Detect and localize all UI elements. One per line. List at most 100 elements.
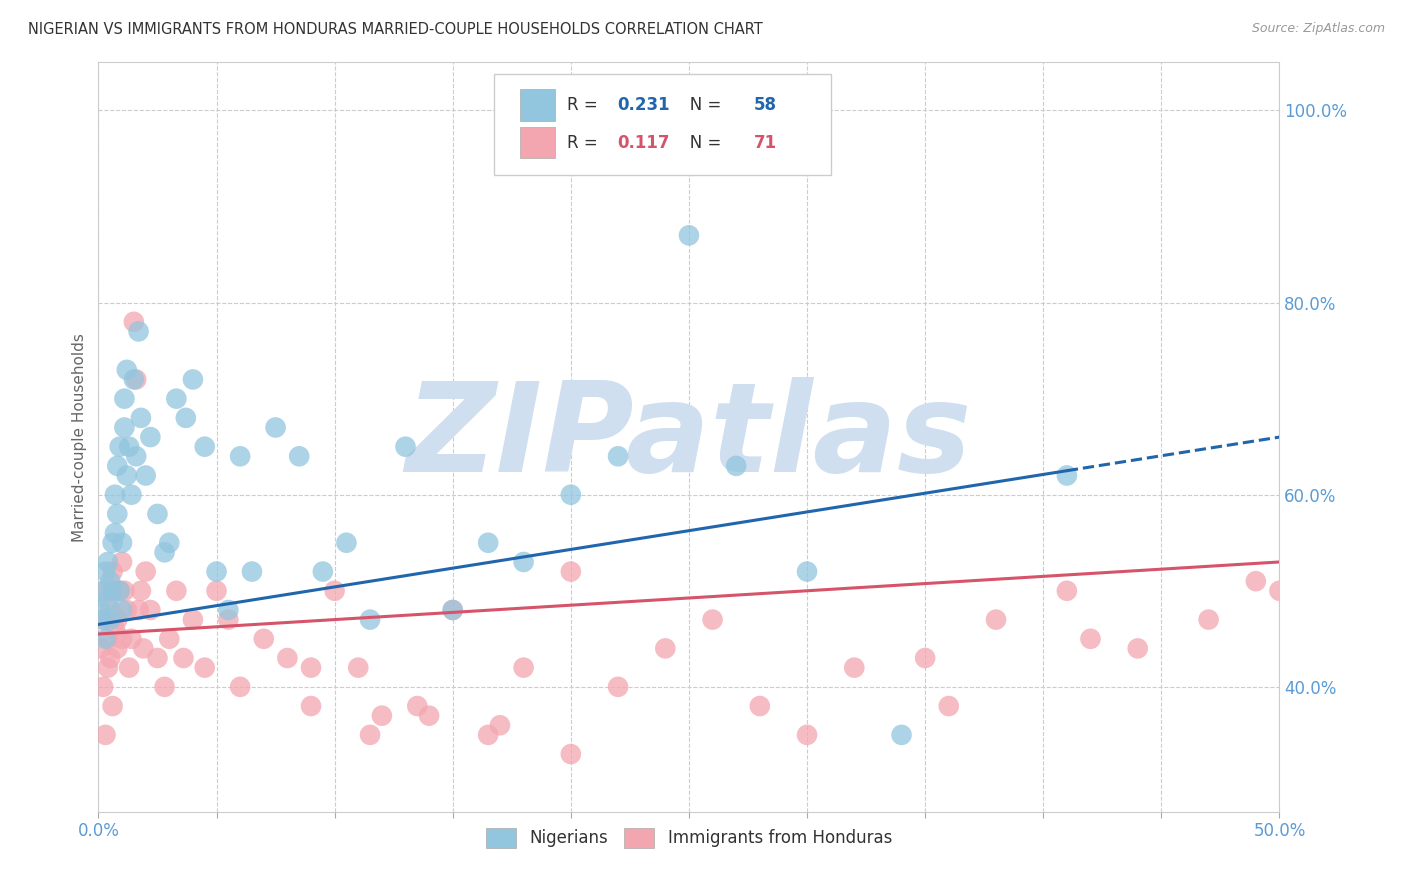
FancyBboxPatch shape	[494, 74, 831, 175]
Text: R =: R =	[567, 134, 603, 152]
Point	[112, 392, 135, 406]
Point	[371, 708, 394, 723]
Point	[111, 603, 134, 617]
Point	[165, 583, 187, 598]
Point	[914, 651, 936, 665]
Point	[1244, 574, 1267, 589]
Point	[125, 372, 148, 386]
Point	[796, 565, 818, 579]
Point	[607, 680, 630, 694]
Point	[115, 363, 138, 377]
Point	[94, 583, 117, 598]
Point	[135, 565, 157, 579]
Point	[94, 728, 117, 742]
Point	[118, 440, 141, 454]
Point	[748, 699, 770, 714]
Point	[654, 641, 676, 656]
Point	[323, 583, 346, 598]
Point	[359, 613, 381, 627]
Text: 58: 58	[754, 96, 778, 114]
Point	[276, 651, 298, 665]
Point	[97, 555, 120, 569]
Point	[394, 440, 416, 454]
Text: 71: 71	[754, 134, 778, 152]
Point	[194, 440, 217, 454]
Point	[98, 613, 121, 627]
Point	[194, 660, 217, 674]
Point	[91, 680, 114, 694]
Point	[406, 699, 429, 714]
Text: N =: N =	[673, 96, 727, 114]
Text: Source: ZipAtlas.com: Source: ZipAtlas.com	[1251, 22, 1385, 36]
Point	[122, 315, 145, 329]
Point	[1056, 583, 1078, 598]
Point	[94, 565, 117, 579]
Point	[118, 660, 141, 674]
Point	[97, 660, 120, 674]
Point	[105, 458, 128, 473]
Point	[489, 718, 512, 732]
Y-axis label: Married-couple Households: Married-couple Households	[72, 333, 87, 541]
Point	[111, 535, 134, 549]
Point	[139, 430, 162, 444]
Point	[105, 613, 128, 627]
Point	[264, 420, 287, 434]
Point	[91, 613, 114, 627]
Point	[984, 613, 1007, 627]
Point	[205, 565, 228, 579]
Point	[97, 593, 120, 607]
Text: 0.117: 0.117	[617, 134, 669, 152]
Point	[512, 660, 534, 674]
Point	[312, 565, 335, 579]
Point	[115, 468, 138, 483]
Point	[129, 410, 152, 425]
Point	[105, 641, 128, 656]
Point	[253, 632, 276, 646]
Point	[512, 555, 534, 569]
Point	[101, 583, 124, 598]
Point	[98, 651, 121, 665]
Point	[139, 603, 162, 617]
Point	[111, 555, 134, 569]
Point	[153, 545, 176, 559]
Point	[1198, 613, 1220, 627]
Point	[104, 583, 127, 598]
Point	[205, 583, 228, 598]
FancyBboxPatch shape	[520, 89, 555, 121]
Point	[560, 565, 582, 579]
Point	[132, 641, 155, 656]
Point	[104, 488, 127, 502]
Point	[560, 488, 582, 502]
Point	[108, 583, 131, 598]
Text: NIGERIAN VS IMMIGRANTS FROM HONDURAS MARRIED-COUPLE HOUSEHOLDS CORRELATION CHART: NIGERIAN VS IMMIGRANTS FROM HONDURAS MAR…	[28, 22, 763, 37]
Point	[153, 680, 176, 694]
Point	[418, 708, 440, 723]
Point	[128, 325, 150, 339]
Point	[91, 583, 114, 598]
Point	[560, 747, 582, 761]
Point	[229, 450, 252, 464]
Point	[111, 632, 134, 646]
Point	[98, 603, 121, 617]
Point	[94, 632, 117, 646]
Text: ZIPatlas: ZIPatlas	[406, 376, 972, 498]
Point	[104, 526, 127, 541]
Point	[299, 699, 322, 714]
Point	[181, 613, 204, 627]
Point	[174, 410, 197, 425]
Point	[104, 622, 127, 636]
Point	[1126, 641, 1149, 656]
Point	[607, 450, 630, 464]
Point	[112, 583, 135, 598]
Point	[146, 507, 169, 521]
Point	[146, 651, 169, 665]
Point	[101, 565, 124, 579]
Text: N =: N =	[673, 134, 727, 152]
Point	[112, 420, 135, 434]
Point	[172, 651, 194, 665]
Point	[165, 392, 187, 406]
Text: R =: R =	[567, 96, 603, 114]
Point	[97, 632, 120, 646]
Point	[441, 603, 464, 617]
Point	[441, 603, 464, 617]
